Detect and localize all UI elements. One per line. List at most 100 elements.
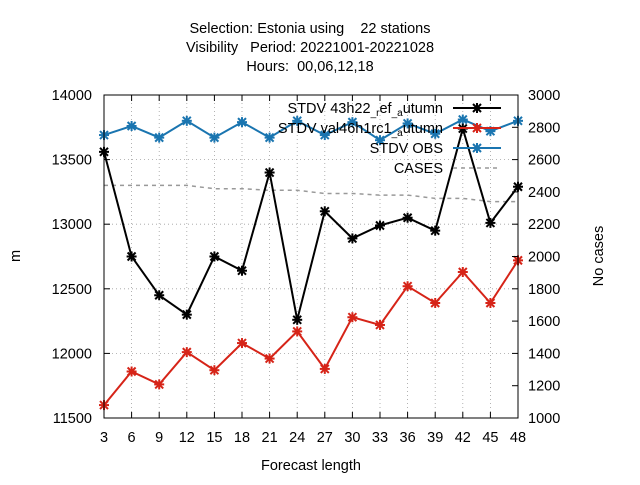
data-point — [457, 114, 468, 125]
legend-label-part: _r — [370, 108, 381, 119]
x-tick-label: 3 — [100, 430, 108, 446]
legend-entry: CASES — [394, 161, 501, 177]
legend-label-part: _a — [391, 128, 404, 139]
y2-tick-label: 1200 — [528, 379, 560, 395]
y-tick-label: 11500 — [53, 411, 92, 427]
data-point — [319, 130, 330, 141]
data-point — [402, 281, 413, 292]
y2-tick-label: 1400 — [528, 346, 560, 362]
y2-tick-label: 1600 — [528, 314, 560, 330]
legend-entry: STDV val46h1rc1_autumn — [278, 121, 501, 139]
legend-label-part: ef — [379, 101, 392, 117]
series-line — [103, 124, 519, 321]
x-tick-label: 30 — [344, 430, 360, 446]
data-point — [472, 123, 482, 133]
legend-label: STDV 43h22_ref_autumn — [288, 101, 443, 119]
data-point — [154, 132, 165, 143]
legend-label-main: STDV val46h1rc1 — [278, 121, 392, 137]
x-tick-label: 27 — [317, 430, 333, 446]
data-point — [237, 117, 247, 128]
data-point — [485, 217, 496, 228]
data-point — [181, 115, 192, 126]
legend-label: CASES — [394, 161, 443, 177]
data-point — [292, 314, 303, 325]
chart-title-line-3: Hours: 00,06,12,18 — [246, 59, 373, 75]
data-point — [485, 298, 496, 309]
y2-tick-label: 2400 — [528, 185, 560, 201]
y-tick-label: 12000 — [52, 346, 92, 362]
data-point — [154, 379, 165, 390]
x-tick-label: 9 — [155, 430, 163, 446]
data-point — [375, 135, 385, 146]
x-tick-label: 24 — [289, 430, 305, 446]
x-tick-label: 39 — [427, 430, 443, 446]
legend-label-main: CASES — [394, 161, 443, 177]
data-point — [292, 115, 303, 126]
series-layer — [99, 114, 523, 411]
data-point — [472, 143, 482, 153]
x-tick-label: 12 — [179, 430, 195, 446]
data-point — [209, 365, 220, 376]
data-point — [264, 132, 275, 143]
chart-title-block: Selection: Estonia using 22 stations Vis… — [186, 21, 434, 75]
data-point — [347, 233, 358, 244]
y2-tick-label: 1000 — [528, 411, 560, 427]
x-axis-label: Forecast length — [261, 458, 361, 474]
data-point — [209, 132, 220, 143]
y2-axis-label: No cases — [591, 226, 607, 286]
data-point — [292, 326, 303, 337]
series-stdv-val46h1rc1-autumn — [99, 255, 523, 411]
series-line — [103, 259, 519, 406]
axes: 3 6 9 12 15 18 21 24 27 30 33 36 39 42 45 4811500120001… — [52, 88, 561, 446]
data-point — [126, 366, 137, 377]
y2-tick-label: 1800 — [528, 282, 560, 298]
data-point — [347, 117, 358, 128]
y-axis-label: m — [8, 250, 24, 262]
data-point — [181, 347, 192, 358]
x-tick-label: 33 — [372, 430, 388, 446]
data-point — [402, 212, 413, 223]
y2-tick-label: 2000 — [528, 250, 560, 266]
y-tick-label: 13500 — [52, 153, 92, 169]
x-tick-label: 48 — [510, 430, 526, 446]
legend-label: STDV val46h1rc1_autumn — [278, 121, 443, 139]
data-point — [430, 298, 441, 309]
y2-tick-label: 3000 — [528, 88, 560, 104]
x-tick-label: 15 — [206, 430, 222, 446]
data-point — [264, 353, 275, 364]
series-stdv-obs — [99, 114, 523, 146]
data-point — [209, 251, 220, 262]
y-tick-label: 14000 — [52, 88, 92, 104]
x-tick-label: 45 — [482, 430, 498, 446]
x-tick-label: 42 — [455, 430, 471, 446]
x-tick-label: 21 — [262, 430, 278, 446]
series-line — [104, 184, 518, 203]
legend-label-part: _a — [391, 108, 404, 119]
legend: STDV 43h22_ref_autumn STDV val46h1rc1_aut… — [278, 101, 501, 177]
data-point — [375, 220, 385, 231]
x-tick-label: 36 — [400, 430, 416, 446]
data-point — [264, 167, 275, 178]
y-tick-label: 13000 — [52, 217, 92, 233]
chart-title-line-2: Visibility Period: 20221001-20221028 — [186, 40, 434, 56]
data-point — [126, 251, 137, 262]
data-point — [430, 128, 441, 139]
data-point — [237, 338, 247, 349]
series-stdv-43h22-ref-autumn — [99, 123, 523, 325]
legend-entry: STDV OBS — [370, 141, 501, 157]
data-point — [126, 121, 137, 132]
data-point — [430, 225, 441, 236]
x-tick-label: 6 — [128, 430, 136, 446]
chart-title-line-1: Selection: Estonia using 22 stations — [189, 21, 430, 37]
data-point — [457, 267, 468, 278]
plot-frame — [103, 94, 519, 419]
grid-lines — [103, 94, 519, 419]
y2-tick-label: 2600 — [528, 153, 560, 169]
data-point — [402, 118, 413, 129]
y-tick-label: 12500 — [52, 282, 92, 298]
series-cases — [104, 184, 518, 203]
data-point — [154, 290, 165, 301]
legend-label: STDV OBS — [370, 141, 443, 157]
